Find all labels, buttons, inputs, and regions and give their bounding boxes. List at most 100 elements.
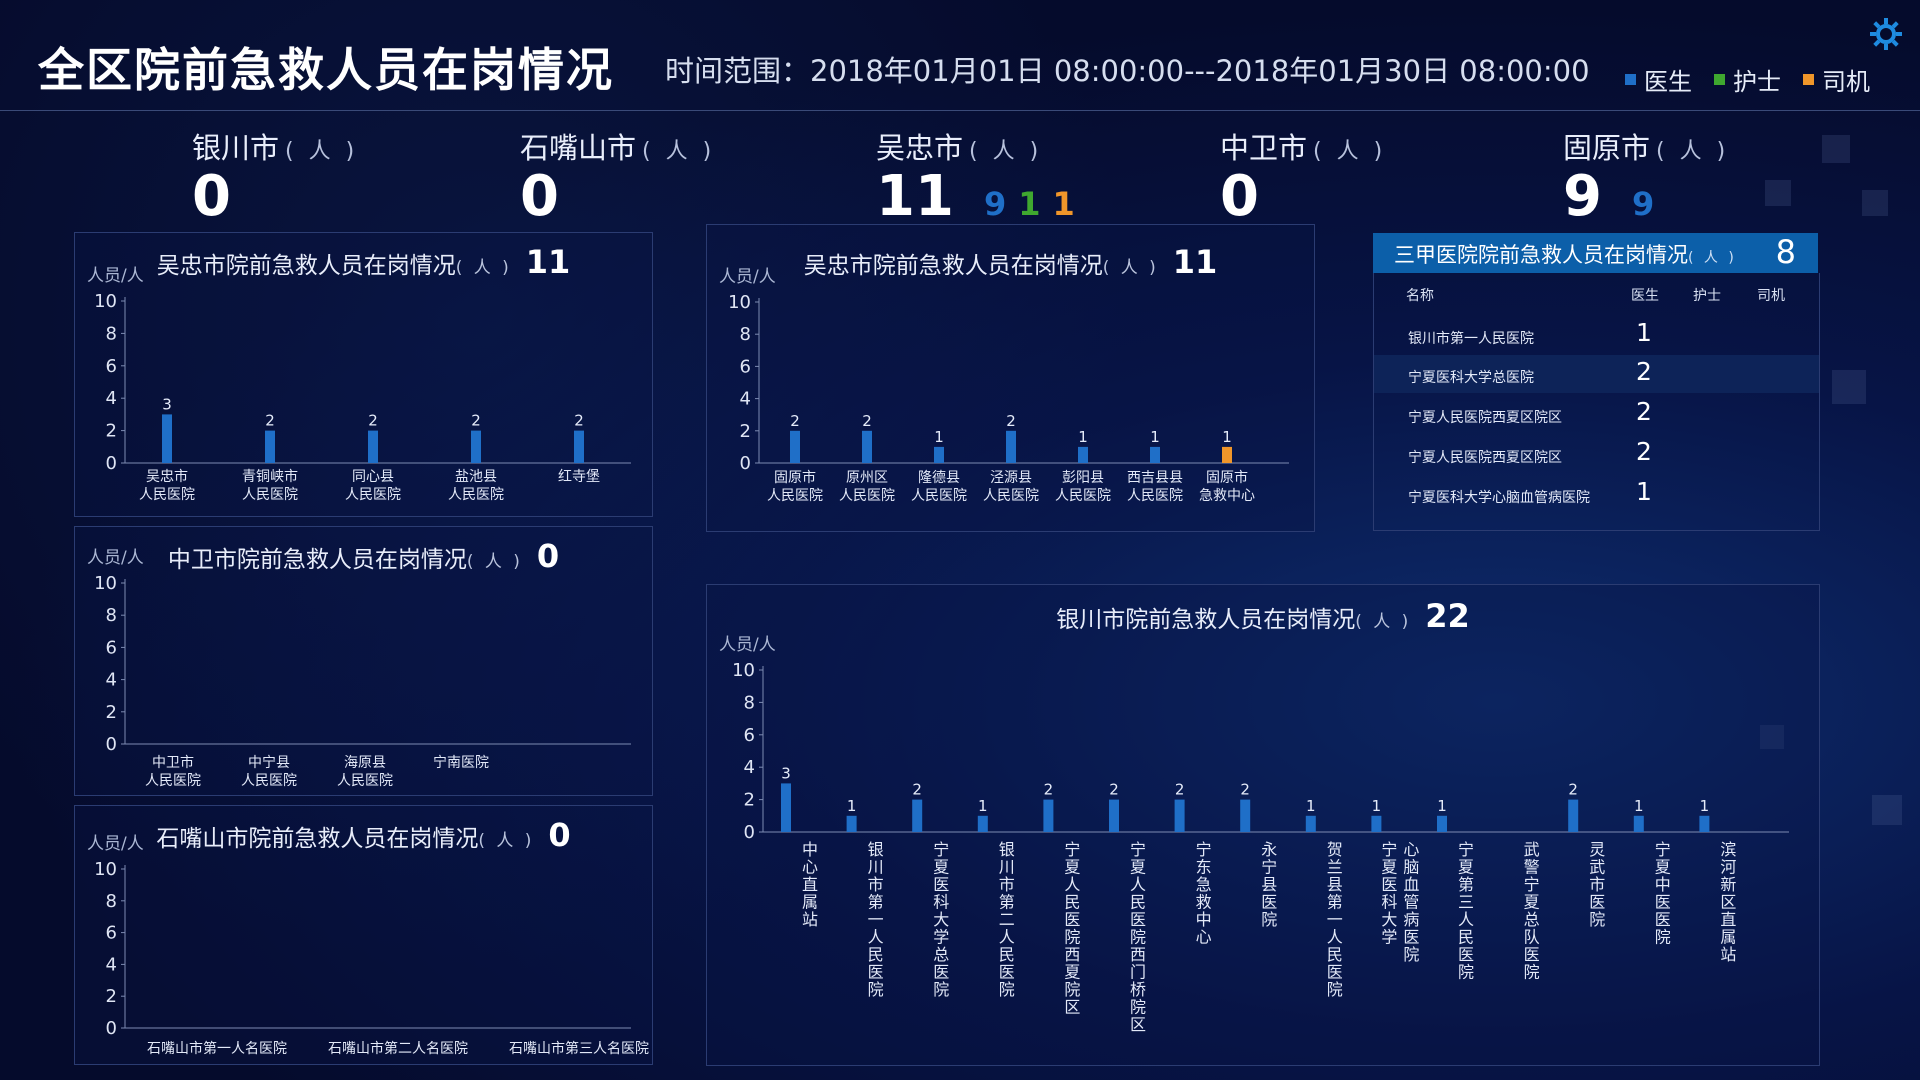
city-unit: ( 人 ) xyxy=(1313,139,1387,164)
x-tick-label-char: 心 xyxy=(802,858,818,877)
chart-total: 22 xyxy=(1425,597,1470,635)
x-tick-label-char: 总 xyxy=(933,945,949,964)
x-tick-label-char: 血 xyxy=(1403,875,1419,894)
x-tick-label: 彭阳县 xyxy=(1062,470,1104,486)
decor-square xyxy=(1822,135,1850,163)
city-unit: ( 人 ) xyxy=(642,139,716,164)
bar xyxy=(162,414,172,463)
data-label: 2 xyxy=(1109,781,1119,799)
bar xyxy=(912,799,923,832)
y-axis-label: 人员/人 xyxy=(719,635,776,655)
city-summary-shizuishan: 石嘴山市( 人 ) 0 xyxy=(520,125,715,227)
y-tick-label: 2 xyxy=(740,421,751,442)
x-tick-label-char: 队 xyxy=(1524,928,1540,947)
x-tick-label: 人民医院 xyxy=(448,487,504,503)
row-doctor: 1 xyxy=(1636,477,1652,506)
x-tick-label: 人民医院 xyxy=(145,773,201,789)
x-tick-label: 人民医院 xyxy=(337,773,393,789)
y-tick-label: 0 xyxy=(106,734,117,755)
x-tick-label-char: 警 xyxy=(1524,858,1540,877)
city-unit: ( 人 ) xyxy=(285,139,359,164)
chart-title: 中卫市院前急救人员在岗情况( 人 ) 0 xyxy=(167,537,560,575)
x-tick-label: 人民医院 xyxy=(911,488,967,504)
x-tick-label-char: 院 xyxy=(1403,945,1419,964)
y-tick-label: 4 xyxy=(744,757,755,778)
x-tick-label-char: 市 xyxy=(999,875,1015,894)
x-tick-label-char: 学 xyxy=(933,928,949,947)
time-range: 时间范围：2018年01月01日 08:00:00---2018年01月30日 … xyxy=(665,54,1590,88)
x-tick-label-char: 人 xyxy=(999,928,1015,947)
x-tick-label-char: 一 xyxy=(868,910,884,929)
x-tick-label-char: 直 xyxy=(802,875,818,894)
legend-item-doctor: 医生 xyxy=(1625,62,1692,97)
x-tick-label-char: 站 xyxy=(802,910,818,929)
bar-chart-shizuishan: 人员/人 0 2 4 6 8 10 石嘴山市第一人名医院 石嘴山市第二人名医院 石嘴山市第三人名医… xyxy=(87,834,649,1057)
x-tick-label-char: 一 xyxy=(1327,910,1343,929)
x-tick-label-char: 属 xyxy=(802,893,818,912)
x-tick-label-char: 桥 xyxy=(1130,980,1146,999)
x-tick-label-char: 院 xyxy=(1130,928,1146,947)
x-tick-label: 人民医院 xyxy=(242,487,298,503)
x-tick-label-char: 武 xyxy=(1524,840,1540,859)
x-tick-label: 石嘴山市第二人名医院 xyxy=(328,1040,468,1057)
y-axis-label: 人员/人 xyxy=(87,266,144,286)
data-label: 2 xyxy=(574,412,584,430)
x-tick-label: 红寺堡 xyxy=(558,469,600,485)
bar xyxy=(471,430,481,463)
x-tick-label-char: 民 xyxy=(1327,945,1343,964)
x-tick-label-char: 兰 xyxy=(1327,858,1343,877)
city-name: 银川市 xyxy=(192,131,280,165)
x-tick-label-char: 区 xyxy=(1720,893,1736,912)
bar xyxy=(1078,446,1088,463)
chart-panel-guyuan: 吴忠市院前急救人员在岗情况( 人 ) 11 人员/人 0 2 4 6 8 10 2 固原市 人民医院… xyxy=(706,224,1315,532)
x-tick-label-char: 民 xyxy=(1064,893,1080,912)
x-tick-label-char: 三 xyxy=(1458,893,1474,912)
row-doctor: 1 xyxy=(1636,318,1652,347)
x-tick-label-char: 宁 xyxy=(1524,875,1540,894)
y-axis-label: 人员/人 xyxy=(87,548,144,568)
y-axis-label: 人员/人 xyxy=(719,267,776,287)
data-label: 1 xyxy=(1306,797,1316,815)
data-label: 2 xyxy=(1240,781,1250,799)
data-label: 2 xyxy=(1175,781,1185,799)
city-total: 0 xyxy=(520,164,559,229)
decor-square xyxy=(1832,370,1866,404)
city-name: 中卫市 xyxy=(1220,131,1308,165)
x-tick-label-char: 医 xyxy=(1130,910,1146,929)
x-tick-label-char: 急 xyxy=(1196,875,1212,894)
x-tick-label-char: 夏 xyxy=(1458,858,1474,877)
x-tick-label: 隆德县 xyxy=(918,470,960,486)
legend: 医生 护士 司机 xyxy=(1625,62,1870,97)
gear-icon[interactable] xyxy=(1868,16,1904,52)
table-row[interactable]: 宁夏医科大学总医院 2 xyxy=(1374,355,1819,393)
data-label: 2 xyxy=(912,781,922,799)
x-tick-label-char: 宁 xyxy=(1458,840,1474,859)
chart-panel-yinchuan: 银川市院前急救人员在岗情况( 人 ) 22 人员/人 0 2 4 6 8 10 3 中心直属站 1 银… xyxy=(706,584,1820,1066)
x-tick-label: 西吉县县 xyxy=(1127,470,1183,486)
y-tick-label: 2 xyxy=(744,790,755,811)
x-tick-label-char: 直 xyxy=(1720,910,1736,929)
table-row[interactable]: 宁夏人民医院西夏区院区 2 xyxy=(1374,435,1819,473)
x-tick-label-char: 医 xyxy=(1261,893,1277,912)
y-tick-label: 6 xyxy=(106,356,117,377)
bar xyxy=(1109,799,1119,832)
y-tick-label: 4 xyxy=(106,388,117,409)
x-tick-label: 宁南医院 xyxy=(433,754,489,771)
y-tick-label: 8 xyxy=(740,324,751,345)
legend-swatch xyxy=(1803,74,1814,85)
x-tick-label: 泾源县 xyxy=(990,470,1032,486)
data-label: 1 xyxy=(847,797,857,815)
y-tick-label: 0 xyxy=(744,822,755,843)
y-tick-label: 10 xyxy=(732,660,755,681)
chart-title: 吴忠市院前急救人员在岗情况( 人 ) 11 xyxy=(156,243,571,281)
data-label: 1 xyxy=(1634,797,1644,815)
bar xyxy=(1568,799,1579,832)
x-tick-label: 人民医院 xyxy=(1127,488,1183,504)
bar xyxy=(574,430,584,463)
table-row[interactable]: 宁夏人民医院西夏区院区 2 xyxy=(1374,395,1819,433)
table-row[interactable]: 宁夏医科大学心脑血管病医院 1 xyxy=(1374,475,1819,513)
table-row[interactable]: 银川市第一人民医院 1 xyxy=(1374,316,1819,354)
city-summary-wuzhong: 吴忠市( 人 ) 11 9 1 1 xyxy=(876,125,1075,234)
data-label: 1 xyxy=(1078,428,1088,446)
